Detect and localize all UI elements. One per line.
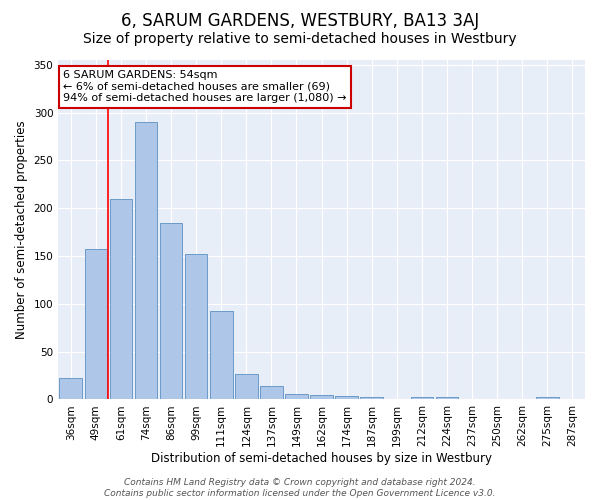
Text: Size of property relative to semi-detached houses in Westbury: Size of property relative to semi-detach… [83,32,517,46]
Bar [85,250,107,400]
Bar [310,394,333,400]
Bar [335,396,358,400]
Text: 6, SARUM GARDENS, WESTBURY, BA13 3AJ: 6, SARUM GARDENS, WESTBURY, BA13 3AJ [121,12,479,30]
Bar [59,378,82,400]
Y-axis label: Number of semi-detached properties: Number of semi-detached properties [15,120,28,339]
Text: Contains HM Land Registry data © Crown copyright and database right 2024.
Contai: Contains HM Land Registry data © Crown c… [104,478,496,498]
Bar [210,310,233,400]
Bar [285,394,308,400]
Bar [536,396,559,400]
Bar [134,122,157,400]
Bar [235,374,257,400]
Bar [436,396,458,400]
Bar [410,396,433,400]
Bar [110,198,132,400]
X-axis label: Distribution of semi-detached houses by size in Westbury: Distribution of semi-detached houses by … [151,452,492,465]
Bar [185,254,208,400]
Bar [160,222,182,400]
Bar [361,396,383,400]
Bar [260,386,283,400]
Text: 6 SARUM GARDENS: 54sqm
← 6% of semi-detached houses are smaller (69)
94% of semi: 6 SARUM GARDENS: 54sqm ← 6% of semi-deta… [64,70,347,103]
